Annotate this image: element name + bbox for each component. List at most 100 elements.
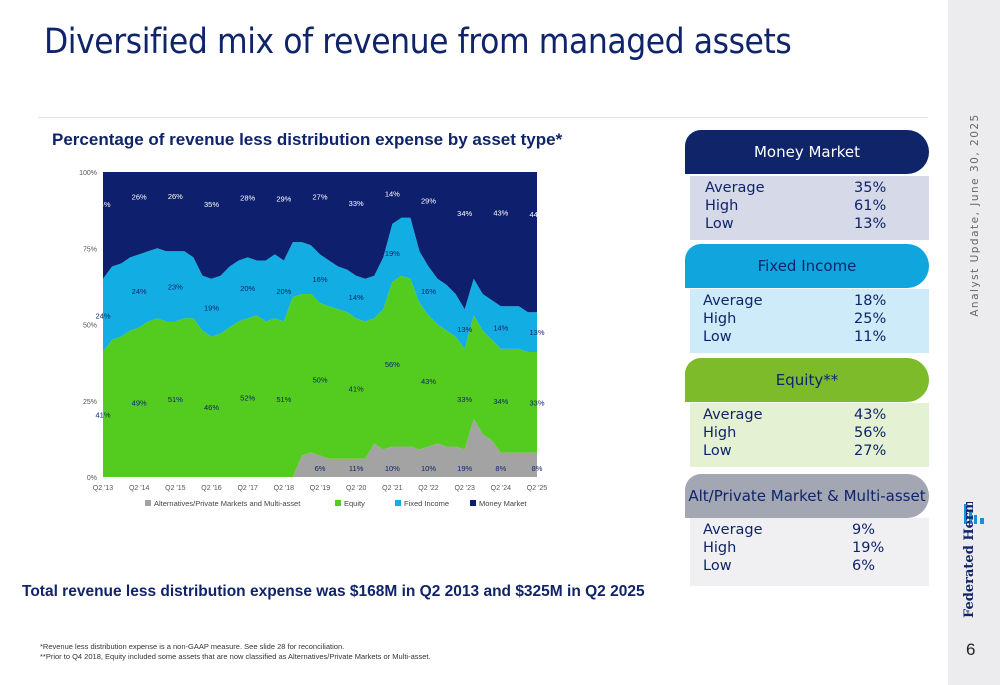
stat-value: 56%: [854, 425, 887, 441]
data-label: 34%: [493, 397, 508, 406]
data-label: 33%: [457, 395, 472, 404]
y-tick-label: 100%: [79, 170, 97, 177]
x-tick-label: Q2 '15: [165, 485, 186, 492]
data-label: 29%: [276, 195, 291, 204]
legend-swatch: [145, 500, 151, 506]
x-tick-label: Q2 '14: [129, 485, 150, 492]
chart-heading: Percentage of revenue less distribution …: [52, 130, 563, 149]
stacked-area-chart: 0% 25% 50% 75% 100% Q2 '13 Q2 '14 Q2 '15 Q2 '16 Q…: [79, 170, 548, 508]
data-label: 27%: [312, 193, 327, 202]
area-alternatives-private-markets-and-multi-asset: [103, 419, 537, 477]
stat-label: High: [703, 311, 737, 327]
area-money-market: [103, 172, 537, 313]
legend-swatch: [335, 500, 341, 506]
data-label: 49%: [132, 398, 147, 407]
report-date: Analyst Update, June 30, 2025: [969, 113, 981, 317]
x-tick-label: Q2 '23: [454, 485, 475, 492]
stat-label: High: [705, 198, 739, 214]
data-label: 35%: [204, 200, 219, 209]
data-label: 19%: [457, 464, 472, 473]
stat-value: 13%: [854, 216, 887, 232]
data-label: 8%: [532, 464, 543, 473]
data-label: 26%: [168, 192, 183, 201]
data-label: 24%: [132, 287, 147, 296]
legend-swatch: [470, 500, 476, 506]
x-tick-label: Q2 '20: [346, 485, 367, 492]
legend-swatch: [395, 500, 401, 506]
title-divider: [38, 117, 928, 118]
stat-label: High: [703, 540, 737, 556]
data-label: 43%: [493, 208, 508, 217]
data-label: 41%: [349, 385, 364, 394]
x-tick-label: Q2 '16: [201, 485, 222, 492]
data-label: 43%: [421, 377, 436, 386]
stat-value: 11%: [854, 329, 887, 345]
stat-label: High: [703, 425, 737, 441]
data-label: 14%: [349, 293, 364, 302]
data-label: 41%: [95, 410, 110, 419]
stat-value: 35%: [854, 180, 887, 196]
data-label: 20%: [240, 284, 255, 293]
data-label: 26%: [132, 193, 147, 202]
stat-box-2: [690, 403, 929, 467]
data-label: 16%: [421, 287, 436, 296]
data-label: 28%: [240, 194, 255, 203]
stat-label: Low: [703, 329, 732, 345]
logo-wordmark: Federated Hermes: [962, 502, 977, 618]
area-equity: [103, 275, 537, 477]
x-tick-label: Q2 '18: [274, 485, 295, 492]
stat-label: Low: [703, 558, 732, 574]
data-label: 23%: [168, 282, 183, 291]
legend-label: Money Market: [479, 499, 527, 508]
area-fixed-income: [103, 217, 537, 352]
stat-value: 27%: [854, 443, 887, 459]
data-label: 44%: [529, 210, 544, 219]
data-label: 33%: [529, 398, 544, 407]
data-label: 10%: [421, 464, 436, 473]
y-tick-label: 0%: [87, 475, 97, 482]
stat-header-2: Equity**: [685, 358, 929, 402]
x-tick-label: Q2 '19: [310, 485, 331, 492]
data-label: 34%: [95, 200, 110, 209]
data-label: 50%: [312, 375, 327, 384]
federated-hermes-logo: Federated Hermes: [962, 502, 984, 618]
data-label: 19%: [385, 249, 400, 258]
stat-label: Low: [705, 216, 734, 232]
data-label: 56%: [385, 360, 400, 369]
data-label: 51%: [276, 395, 291, 404]
stat-label: Average: [705, 180, 765, 196]
data-label: 29%: [421, 196, 436, 205]
y-tick-label: 50%: [83, 323, 97, 330]
stat-label: Average: [703, 407, 763, 423]
stat-box-0: [690, 176, 929, 240]
footnotes: *Revenue less distribution expense is a …: [40, 642, 431, 661]
data-label: 24%: [95, 311, 110, 320]
footnote-2: **Prior to Q4 2018, Equity included some…: [40, 651, 431, 661]
data-label: 19%: [204, 304, 219, 313]
stat-value: 25%: [854, 311, 887, 327]
stat-value: 61%: [854, 198, 887, 214]
y-tick-label: 75%: [83, 246, 97, 253]
x-tick-label: Q2 '21: [382, 485, 403, 492]
x-tick-label: Q2 '25: [527, 485, 548, 492]
stat-label: Low: [703, 443, 732, 459]
stat-box-3: [690, 518, 929, 586]
data-label: 11%: [349, 464, 364, 473]
stat-value: 19%: [852, 540, 885, 556]
data-label: 52%: [240, 394, 255, 403]
stat-header-1: Fixed Income: [685, 244, 929, 288]
x-tick-label: Q2 '22: [418, 485, 439, 492]
stat-header-3: Alt/Private Market & Multi-asset: [685, 474, 929, 518]
data-label: 8%: [495, 464, 506, 473]
data-label: 51%: [168, 395, 183, 404]
x-tick-label: Q2 '13: [93, 485, 114, 492]
stat-label: Average: [703, 293, 763, 309]
data-label: 13%: [529, 328, 544, 337]
data-label: 10%: [385, 464, 400, 473]
data-label: 33%: [349, 199, 364, 208]
data-label: 6%: [315, 464, 326, 473]
data-label: 14%: [493, 324, 508, 333]
data-label: 13%: [457, 325, 472, 334]
stat-label: Average: [703, 522, 763, 538]
legend-label: Alternatives/Private Markets and Multi-a…: [154, 499, 301, 508]
